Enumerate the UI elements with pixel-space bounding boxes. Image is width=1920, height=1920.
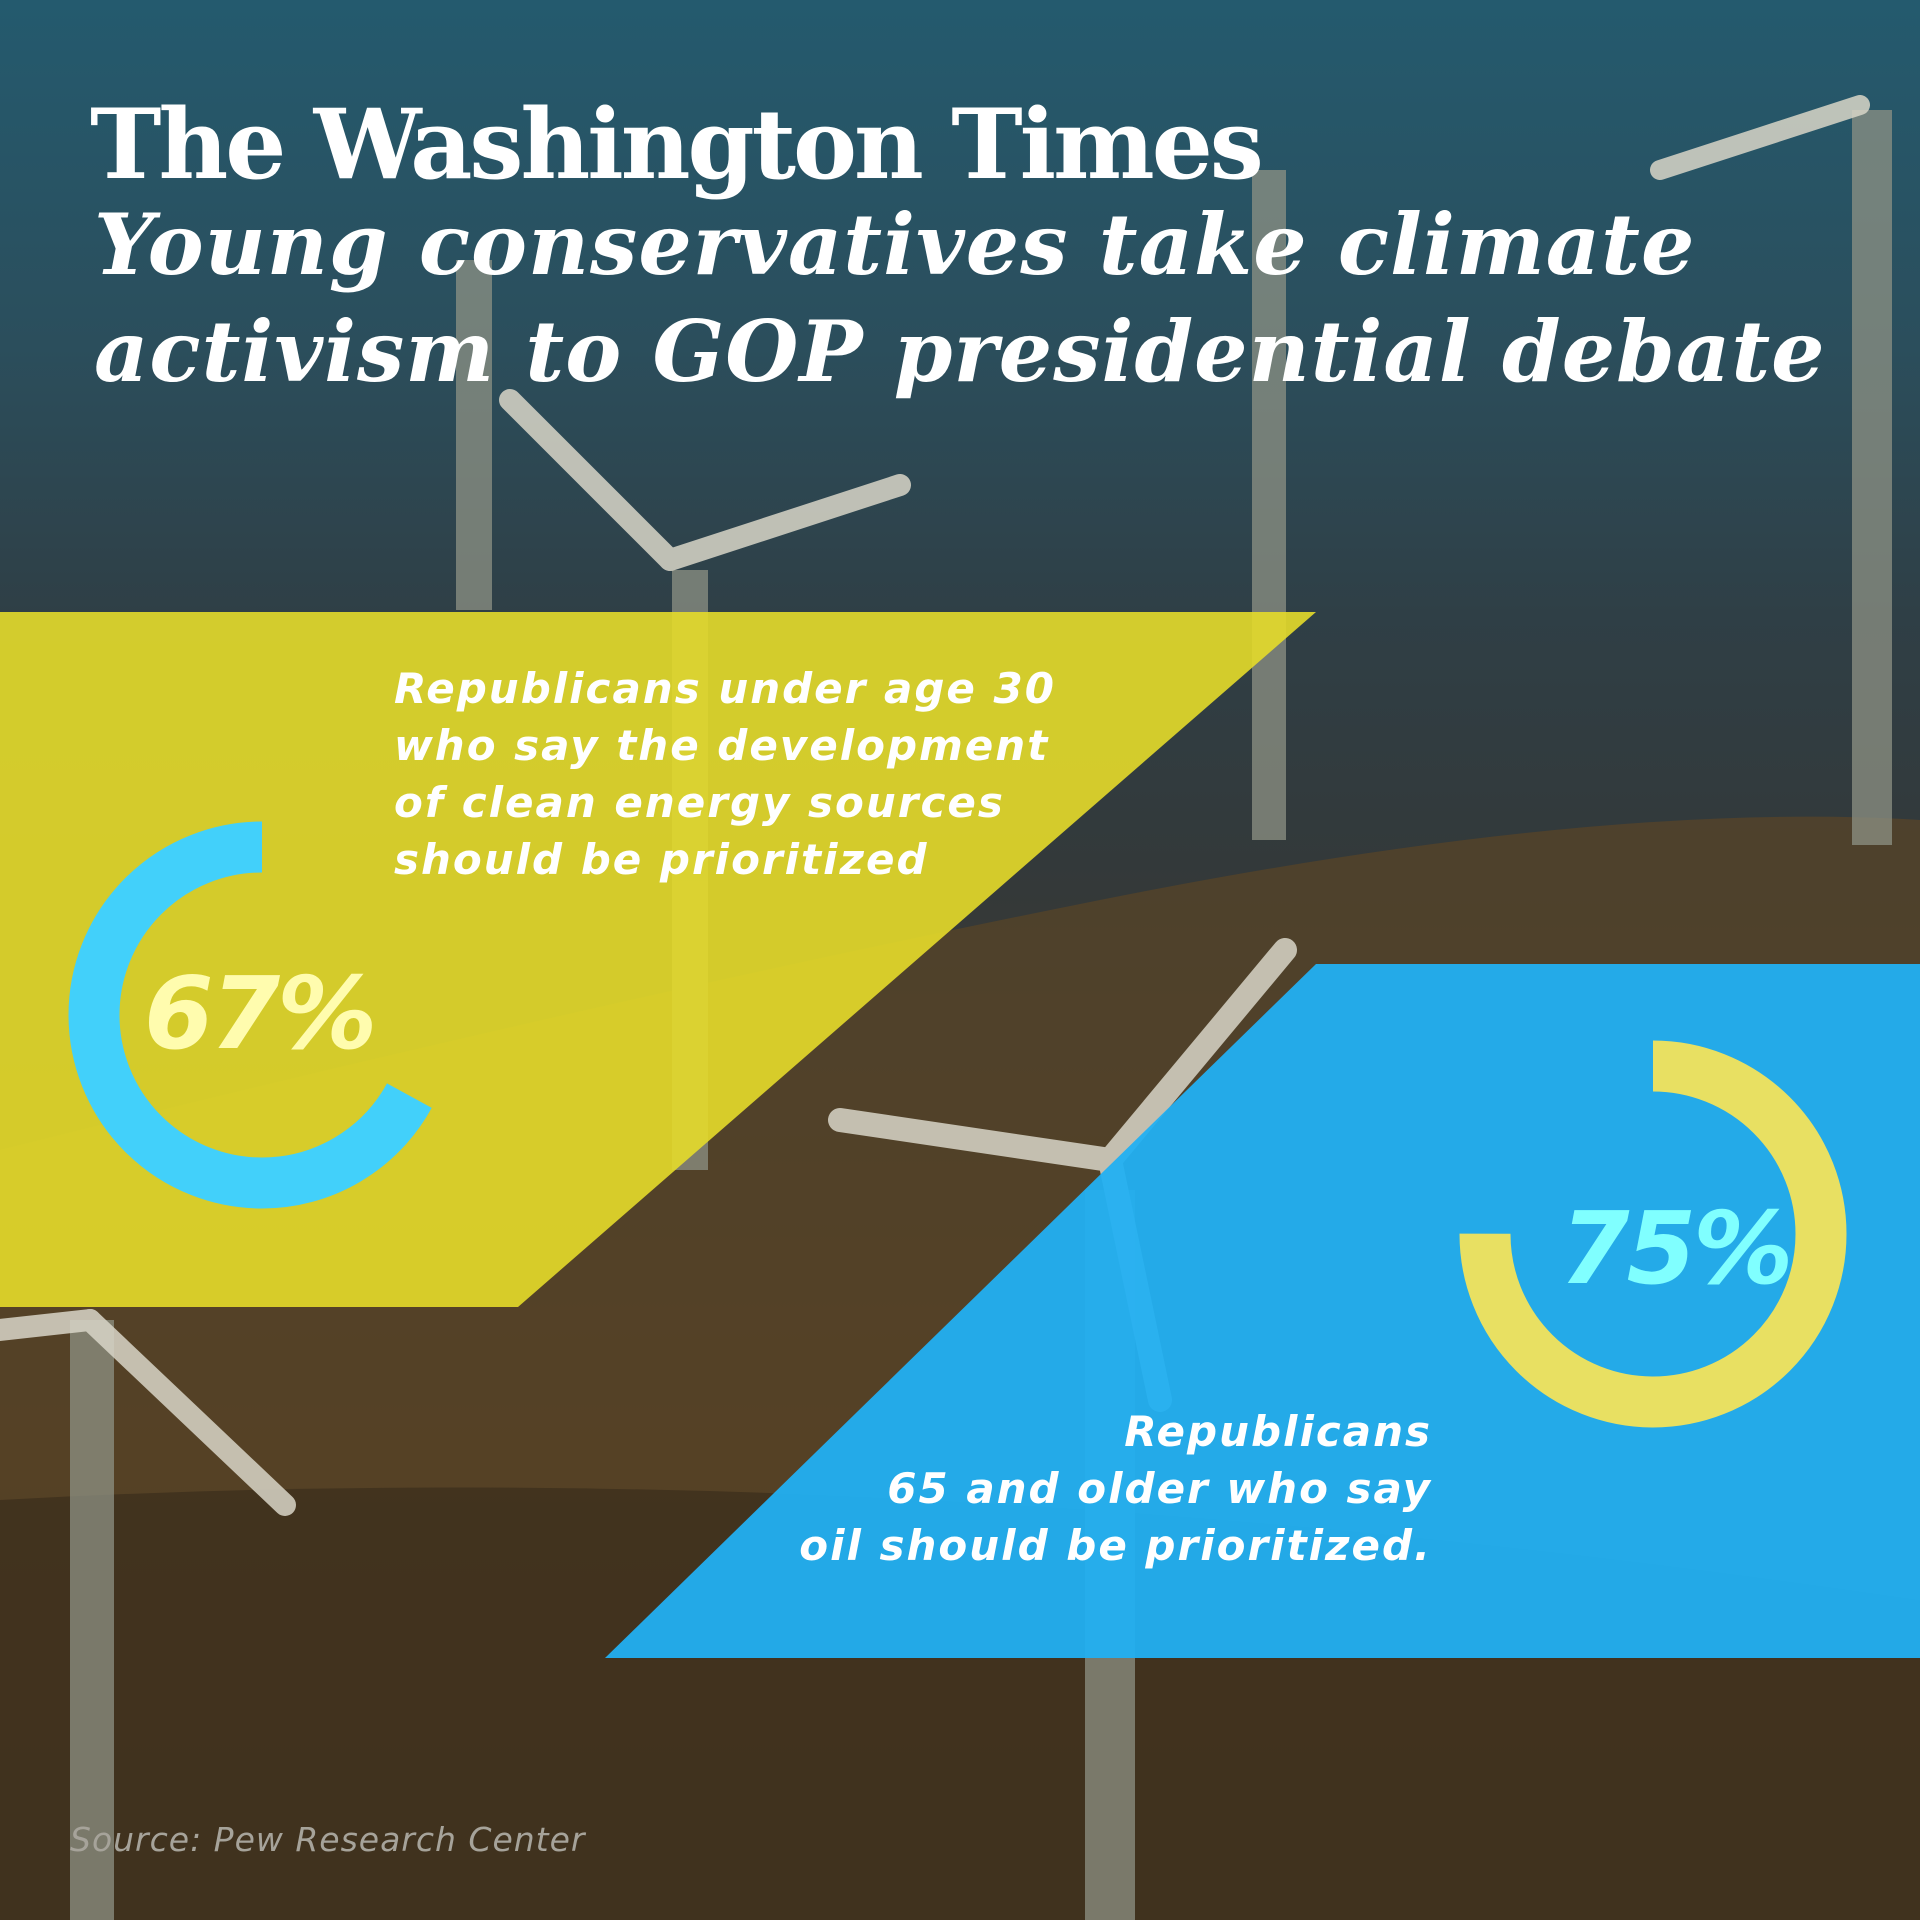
description-line: who say the development [394,721,1050,770]
description-line: oil should be prioritized. [799,1521,1432,1570]
description-line: of clean energy sources [394,778,1005,827]
stat-2-description: Republicans 65 and older who say oil sho… [799,1403,1432,1574]
headline-line-2: activism to GOP presidential debate [94,302,1826,401]
ring-chart-67 [68,821,456,1209]
description-line: 65 and older who say [887,1464,1432,1513]
description-line: Republicans under age 30 [394,664,1056,713]
source-credit: Source: Pew Research Center [70,1820,586,1859]
stat-2-percentage: 75% [1560,1190,1793,1307]
stat-1-percentage: 67% [144,955,377,1072]
description-line: Republicans [1124,1407,1432,1456]
yellow-stat-band [0,612,1316,1307]
turbine-blades [0,95,1870,1516]
stat-1-description: Republicans under age 30 who say the dev… [394,660,1056,888]
headline-line-1: Young conservatives take climate [94,195,1696,294]
washington-times-logo: The Washington Times [90,88,1264,201]
blue-stat-band [605,964,1920,1658]
ring-chart-75 [1459,1040,1847,1428]
description-line: should be prioritized [394,835,929,884]
